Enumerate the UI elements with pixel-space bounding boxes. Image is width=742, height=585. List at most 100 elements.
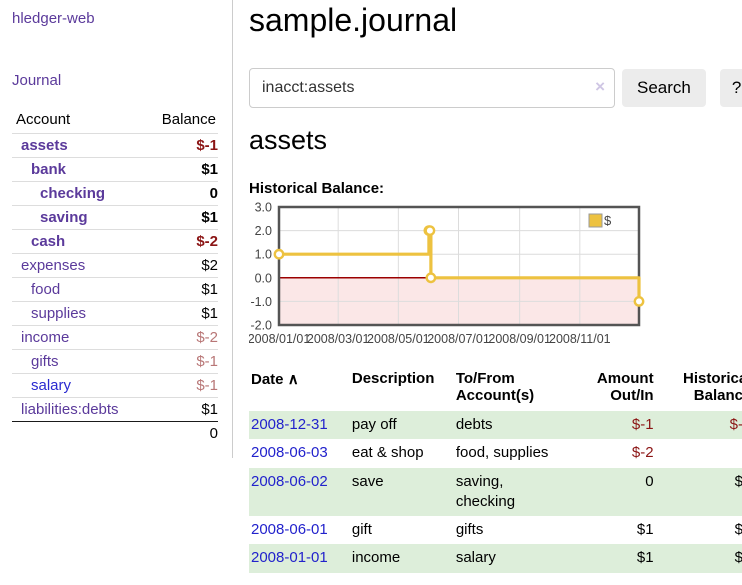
transaction-amount: $1 [636, 549, 654, 567]
account-balance: $-2 [196, 329, 218, 346]
transaction-amount: $1 [636, 521, 654, 538]
account-balance: $-1 [196, 377, 218, 394]
transaction-description: pay off [351, 416, 397, 433]
transaction-date-link[interactable]: 2008-06-03 [251, 444, 328, 462]
account-row-assets: assets $-1 [12, 133, 218, 158]
historical-balance-chart: $3.0 2.0 1.0 0.0 -1.0 -2.02008/01/012008/03/0… [249, 201, 645, 346]
transaction-date-link[interactable]: 2008-12-31 [251, 416, 328, 433]
account-row-salary: salary $-1 [12, 373, 218, 398]
account-balance: $1 [201, 209, 218, 226]
chart-title: Historical Balance: [249, 180, 385, 197]
transaction-amount: $-2 [631, 444, 654, 462]
transaction-date-link[interactable]: 2008-06-02 [251, 472, 328, 490]
register-header-tofrom: To/From Account(s) [455, 370, 535, 404]
accounts-total-value: 0 [209, 425, 218, 442]
account-row-liabilities-debts: liabilities:debts $1 [12, 397, 218, 422]
account-balance: 0 [209, 185, 218, 202]
account-link-checking[interactable]: checking [40, 185, 106, 202]
sort-asc-icon: ∧ [287, 371, 299, 388]
svg-text:0.0: 0.0 [255, 271, 272, 285]
svg-text:1.0: 1.0 [255, 248, 272, 262]
account-link-income[interactable]: income [21, 329, 70, 346]
account-row-food: food $1 [12, 277, 218, 302]
svg-text:2008/11/01: 2008/11/01 [549, 332, 611, 346]
register-header-description: Description [351, 370, 435, 387]
transaction-accounts: debts [455, 416, 493, 433]
account-balance: $-1 [196, 137, 218, 154]
search-input-wrap: × [249, 68, 615, 108]
account-row-checking: checking 0 [12, 181, 218, 206]
search-input[interactable] [249, 68, 615, 108]
svg-text:2008/07/01: 2008/07/01 [427, 332, 490, 346]
transaction-amount: 0 [645, 472, 654, 490]
transaction-description: save [351, 472, 384, 490]
sidebar-item-journal[interactable]: Journal [12, 72, 62, 89]
account-row-expenses: expenses $2 [12, 253, 218, 278]
account-link-liabilities-debts[interactable]: liabilities:debts [21, 401, 119, 418]
register-row: 2008-12-31 pay off debts $-1 $-1 [249, 411, 742, 440]
transaction-amount: $-1 [631, 416, 654, 433]
register-header-date: Date ∧ [249, 368, 350, 411]
account-row-gifts: gifts $-1 [12, 349, 218, 374]
search-button[interactable]: Search [622, 69, 706, 107]
accounts-header-account: Account [16, 111, 71, 128]
account-balance: $-2 [196, 233, 218, 250]
account-link-bank[interactable]: bank [31, 161, 67, 178]
transaction-balance: $1 [734, 549, 742, 567]
svg-text:3.0: 3.0 [255, 201, 272, 215]
transaction-description: income [351, 549, 401, 567]
transaction-balance: $2 [734, 472, 742, 490]
register-table: Date ∧ Description To/From Account(s) Am… [249, 368, 742, 573]
svg-text:2008/01/01: 2008/01/01 [249, 332, 310, 346]
account-row-bank: bank $1 [12, 157, 218, 182]
svg-text:-2.0: -2.0 [250, 319, 272, 333]
account-balance: $1 [201, 401, 218, 418]
transaction-date-link[interactable]: 2008-01-01 [251, 549, 328, 567]
account-row-cash: cash $-2 [12, 229, 218, 254]
svg-text:$: $ [604, 213, 612, 228]
transaction-description: eat & shop [351, 444, 424, 462]
transaction-balance: $-1 [729, 416, 742, 433]
sidebar: hledger-web Journal Account Balance asse… [0, 0, 233, 458]
account-link-assets[interactable]: assets [21, 137, 68, 154]
transaction-accounts: gifts [455, 521, 484, 538]
search-help-button[interactable]: ? [719, 69, 742, 107]
account-link-expenses[interactable]: expenses [21, 257, 86, 274]
register-row: 2008-06-02 save saving, checking 0 $2 [249, 467, 742, 516]
account-link-salary[interactable]: salary [31, 377, 72, 394]
account-row-income: income $-2 [12, 325, 218, 350]
account-balance: $2 [201, 257, 218, 274]
accounts-header-balance: Balance [161, 111, 216, 128]
svg-text:2008/03/01: 2008/03/01 [307, 332, 370, 346]
transaction-balance: $2 [734, 521, 742, 538]
search-form: × Search ? [249, 68, 742, 108]
main-content: sample.journal × Search ? assets Histori… [233, 0, 742, 585]
register-header-balance: Historical Balance [682, 370, 742, 404]
account-link-saving[interactable]: saving [40, 209, 88, 226]
account-link-cash[interactable]: cash [31, 233, 66, 250]
transaction-description: gift [351, 521, 372, 538]
register-row: 2008-01-01 income salary $1 $1 [249, 544, 742, 573]
account-heading: assets [249, 125, 328, 155]
svg-text:2.0: 2.0 [255, 224, 272, 238]
account-balance: $1 [201, 161, 218, 178]
sort-by-date-link[interactable]: Date ∧ [251, 371, 299, 388]
account-link-gifts[interactable]: gifts [31, 353, 59, 370]
svg-text:-1.0: -1.0 [250, 295, 272, 309]
transaction-accounts: salary [455, 549, 496, 567]
register-header-amount: Amount Out/In [596, 370, 654, 404]
accounts-table: Account Balance assets $-1 bank $1 checkin… [12, 108, 218, 445]
page-title: sample.journal [249, 2, 458, 38]
clear-search-icon[interactable]: × [595, 77, 605, 96]
transaction-accounts: food, supplies [455, 444, 549, 462]
svg-text:2008/05/01: 2008/05/01 [367, 332, 430, 346]
account-link-supplies[interactable]: supplies [31, 305, 87, 322]
account-row-saving: saving $1 [12, 205, 218, 230]
account-link-food[interactable]: food [31, 281, 61, 298]
app-title-link[interactable]: hledger-web [12, 10, 95, 27]
account-balance: $1 [201, 281, 218, 298]
register-row: 2008-06-01 gift gifts $1 $2 [249, 516, 742, 544]
register-row: 2008-06-03 eat & shop food, supplies $-2… [249, 439, 742, 467]
transaction-date-link[interactable]: 2008-06-01 [251, 521, 328, 538]
accounts-total-row: 0 [12, 421, 218, 446]
